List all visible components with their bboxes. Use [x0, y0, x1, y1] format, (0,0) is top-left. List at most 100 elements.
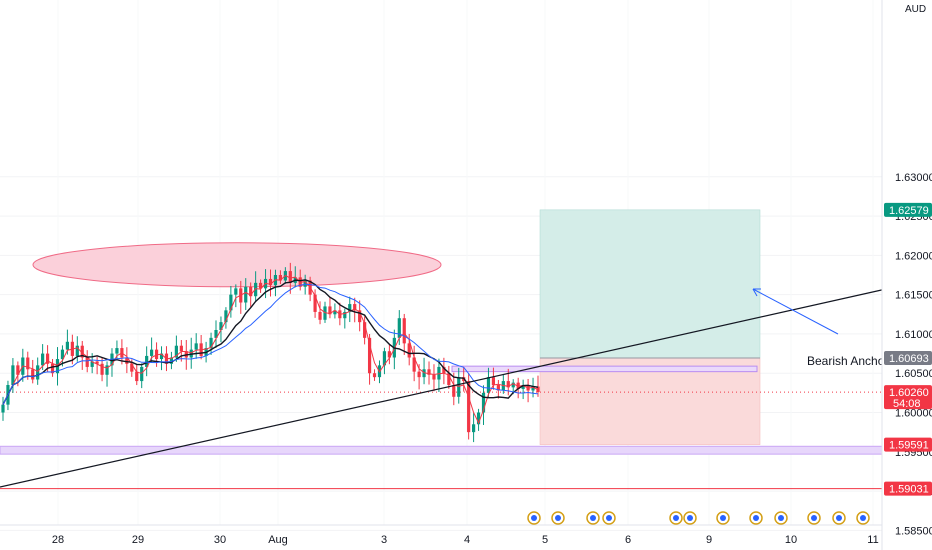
candle-body: [135, 371, 139, 382]
candle-body: [442, 366, 446, 374]
candle-body: [16, 365, 20, 375]
support-zone: [0, 445, 883, 455]
take-profit-zone: [539, 209, 761, 359]
economic-event-icon-core: [590, 515, 596, 521]
price-axis-background: [882, 0, 932, 550]
candle-body: [154, 349, 159, 360]
price-tick-label: 1.63000: [895, 172, 932, 184]
candle-body: [481, 392, 486, 413]
candle-body: [100, 363, 104, 375]
candle-body: [140, 366, 144, 382]
candle-body: [159, 353, 164, 360]
moving-average-line: [2, 274, 539, 425]
candle-body: [318, 311, 322, 320]
candle-body: [214, 330, 218, 338]
price-tick-label: 1.61000: [895, 329, 932, 341]
moving-average-line: [2, 279, 539, 405]
candle-body: [387, 351, 391, 358]
candle-body: [254, 282, 258, 297]
candle-body: [174, 345, 178, 358]
candle-body: [353, 304, 357, 311]
candle-body: [333, 310, 337, 315]
candle-body: [486, 377, 491, 393]
candle-body: [179, 345, 183, 352]
candle-body: [244, 286, 248, 303]
time-tick-label: 6: [625, 534, 631, 546]
candle-body: [447, 373, 451, 385]
economic-event-icon-core: [860, 515, 866, 521]
time-tick-label: 4: [464, 534, 470, 546]
price-badge: [884, 385, 932, 410]
candle-body: [372, 373, 377, 378]
candle-body: [313, 294, 317, 312]
economic-events-layer: [527, 511, 870, 525]
economic-event-icon-core: [531, 515, 537, 521]
currency-label: AUD: [905, 4, 926, 15]
candle-body: [472, 424, 476, 433]
candle-body: [521, 385, 525, 389]
time-tick-label: 29: [132, 534, 144, 546]
price-badge-label: 1.59591: [889, 440, 929, 452]
candle-body: [348, 304, 352, 312]
time-tick-label: 9: [706, 534, 712, 546]
price-tick-label: 1.61500: [895, 290, 932, 302]
candle-body: [303, 280, 307, 287]
moving-average-line: [2, 283, 539, 405]
time-tick-label: 30: [214, 534, 226, 546]
candle-body: [363, 322, 367, 338]
candle-body: [41, 353, 45, 366]
economic-event-icon-core: [836, 515, 842, 521]
zones-layer: [0, 209, 883, 490]
time-tick-label: 28: [52, 534, 64, 546]
price-tick-label: 1.62000: [895, 250, 932, 262]
price-tick-label: 1.60000: [895, 408, 932, 420]
candle-body: [50, 363, 55, 374]
candle-body: [358, 310, 362, 323]
candle-body: [531, 386, 535, 391]
candle-body: [249, 286, 253, 297]
candle-body: [452, 385, 456, 397]
candle-body: [224, 310, 228, 323]
ascending-trendline[interactable]: [0, 288, 887, 488]
economic-event-icon-core: [778, 515, 784, 521]
price-badge-countdown: 54:08: [893, 398, 921, 410]
candle-body: [219, 322, 223, 330]
price-tick-label: 1.58500: [895, 525, 932, 537]
time-tick-label: Aug: [268, 534, 288, 546]
candle-body: [491, 377, 496, 385]
price-badge: [884, 481, 932, 496]
candle-body: [412, 357, 416, 372]
candle-body: [115, 348, 119, 354]
candle-body: [105, 365, 109, 375]
candle-body: [457, 377, 461, 397]
candle-body: [80, 345, 84, 358]
candle-body: [60, 349, 65, 360]
price-axis[interactable]: 1.585001.590001.595001.600001.605001.610…: [881, 0, 932, 550]
stop-loss-zone: [539, 357, 761, 445]
price-tick-label: 1.60500: [895, 368, 932, 380]
candle-body: [367, 337, 372, 374]
time-tick-label: 3: [381, 534, 387, 546]
price-badge: [884, 437, 932, 452]
candle-body: [288, 271, 292, 283]
candle-body: [328, 306, 332, 315]
candle-body: [125, 357, 129, 364]
top-ellipse-zone: [32, 242, 442, 288]
candle-body: [194, 343, 198, 350]
moving-averages-layer: [2, 274, 539, 425]
candle-body: [407, 343, 411, 358]
candle-body: [1, 404, 5, 413]
annotation-label: Bearish Anchor: [807, 354, 888, 368]
time-tick-label: 5: [542, 534, 548, 546]
time-axis[interactable]: 28 29 30 Aug 3 4 5 6 9 10 11: [0, 524, 882, 546]
candle-body: [169, 357, 174, 364]
time-tick-label: 10: [785, 534, 797, 546]
candle-body: [476, 412, 481, 425]
candle-body: [75, 345, 79, 356]
candle-body: [506, 381, 510, 388]
candle-body: [496, 385, 500, 391]
candle-body: [343, 311, 347, 319]
price-badge: [884, 202, 932, 217]
candle-body: [229, 294, 233, 311]
